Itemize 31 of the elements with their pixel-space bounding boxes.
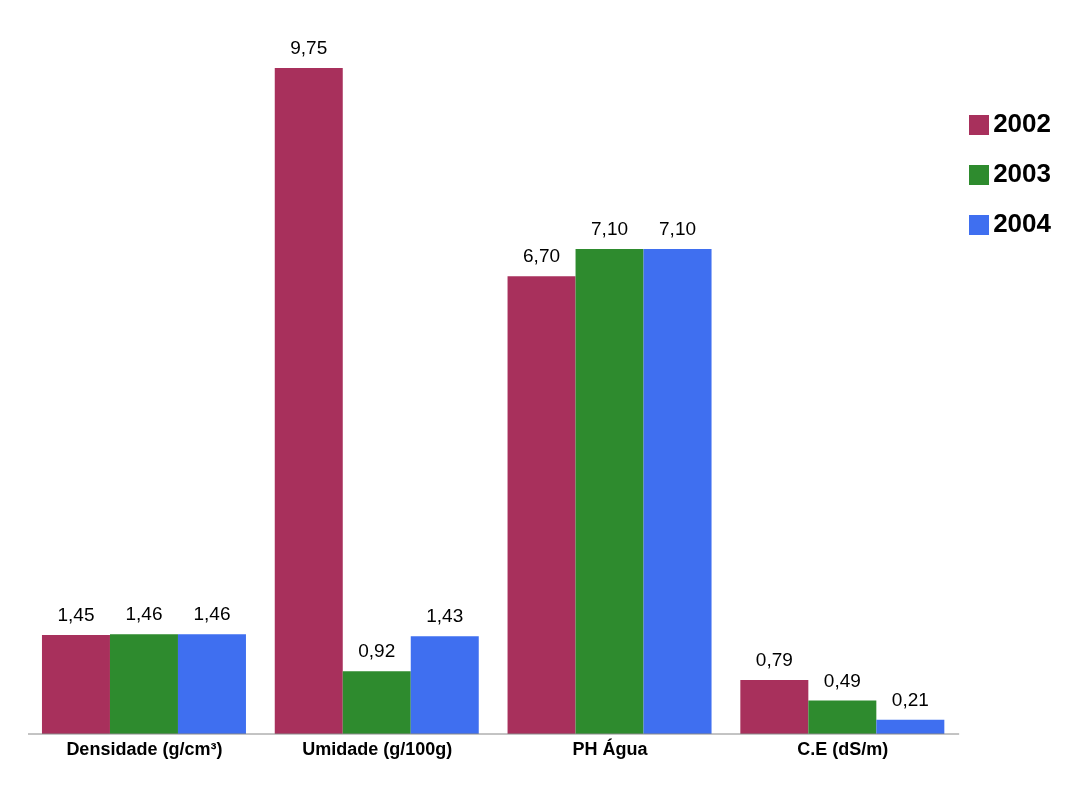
data-label: 7,10 [591,218,629,240]
data-label: 0,92 [358,640,396,662]
bar [740,680,809,734]
bar [342,671,411,734]
data-label: 1,46 [193,603,231,625]
data-label: 7,10 [659,218,697,240]
bar [643,249,712,734]
legend-label: 2004 [993,208,1051,238]
bar [410,636,479,734]
bar [876,719,945,734]
bar [274,68,343,734]
bar [177,634,246,734]
bar [575,249,644,734]
legend-label: 2002 [993,108,1051,138]
bar [41,634,110,734]
data-label: 0,21 [891,688,929,710]
x-tick-label: PH Água [572,737,649,759]
x-tick-label: Umidade (g/100g) [302,738,453,759]
x-tick-label: C.E (dS/m) [797,738,889,759]
data-label: 6,70 [523,245,561,267]
x-tick-label: Densidade (g/cm³) [66,738,223,759]
bar [808,700,877,734]
data-label: 0,79 [755,649,793,671]
bar [109,634,178,734]
data-label: 1,46 [125,603,163,625]
data-label: 1,45 [57,603,95,625]
bar [507,276,576,734]
data-label: 9,75 [290,37,328,58]
data-label: 1,43 [426,605,464,627]
data-label: 0,49 [823,669,861,691]
legend-label: 2003 [993,158,1051,188]
